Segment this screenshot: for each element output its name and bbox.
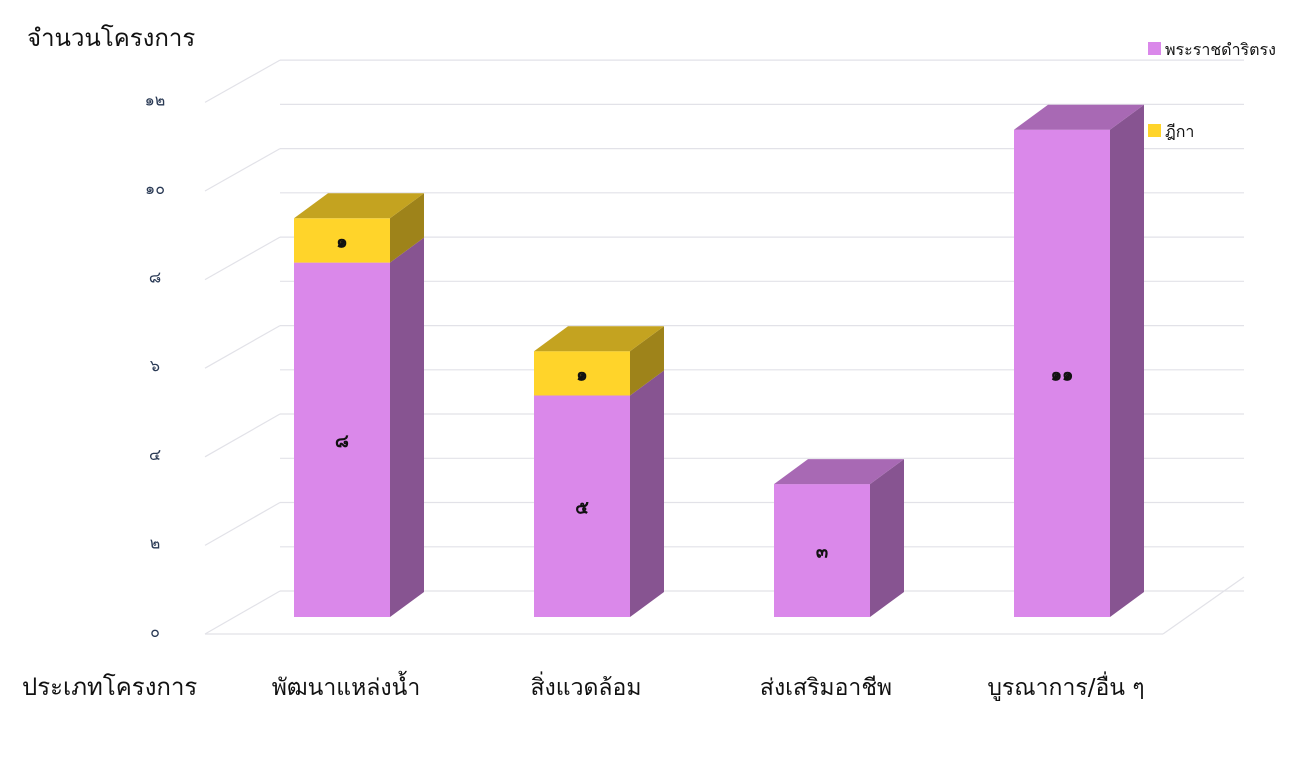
data-label: ๑ [336,232,347,253]
y-tick-label: ๔ [149,445,161,464]
y-tick-label: ๒ [150,533,161,552]
bars [294,104,1144,617]
gridline-diagonal [204,325,281,369]
bar-top [294,193,424,219]
data-labels: ๘ ๑๕ ๑๓ ๑๑ [335,232,1073,563]
bar-side [630,370,664,617]
gridline-diagonal [204,59,281,103]
y-tick-label: ๑๒ [145,90,166,109]
data-label: ๓ [816,542,828,563]
x-axis-title: ประเภทโครงการ [22,673,197,701]
y-tick-label: ๖ [150,356,160,375]
bar-stack [774,459,904,617]
data-label: ๘ [335,431,349,452]
legend-swatch [1148,124,1161,137]
bar-stack [1014,104,1144,617]
x-tick-label: ส่งเสริมอาชีพ [760,675,892,701]
y-axis-title: จำนวนโครงการ [27,24,195,52]
bar-top [774,459,904,485]
bar-side [390,237,424,617]
bar-segment [534,351,630,396]
gridline-diagonal [204,148,281,192]
gridline-diagonal [204,236,281,281]
bar-side [870,459,904,617]
legend-label: พระราชดำริตรง [1165,40,1276,59]
bar-side [630,326,664,396]
y-tick-label: ๑๐ [145,179,165,198]
data-label: ๑ [576,364,587,385]
bar-stack [534,326,664,617]
bar-segment [294,262,390,617]
gridline-diagonal [204,413,281,458]
bar-top [1014,104,1144,130]
data-label: ๑๑ [1051,364,1074,385]
bar-stack [294,193,424,617]
legend-item: พระราชดำริตรง [1148,40,1276,59]
bar-segment [294,218,390,263]
legend-label: ฎีกา [1165,122,1194,141]
bar-segment [774,484,870,617]
y-axis-tick-labels: ๐ ๒ ๔ ๖ ๘ ๑๐ ๑๒ [145,90,166,641]
legend-swatch [1148,42,1161,55]
bar-segment [534,395,630,617]
bar-side [390,193,424,263]
gridline-diagonal [204,501,281,546]
x-tick-label: บูรณาการ/อื่น ๆ [987,671,1144,701]
y-tick-label: ๐ [150,622,160,641]
bar-top [534,326,664,352]
gridline-diagonal [204,590,281,635]
x-axis-tick-labels: พัฒนาแหล่งน้ำ สิ่งแวดล้อม ส่งเสริมอาชีพ บูร… [272,671,1145,701]
data-label: ๕ [575,497,589,518]
floor-edge [1162,576,1245,635]
y-tick-label: ๘ [149,268,161,287]
x-tick-label: สิ่งแวดล้อม [530,671,641,701]
x-tick-label: พัฒนาแหล่งน้ำ [272,671,421,701]
bar-side [1110,104,1144,617]
legend-item: ฎีกา [1148,122,1194,141]
bar-segment [1014,129,1110,617]
